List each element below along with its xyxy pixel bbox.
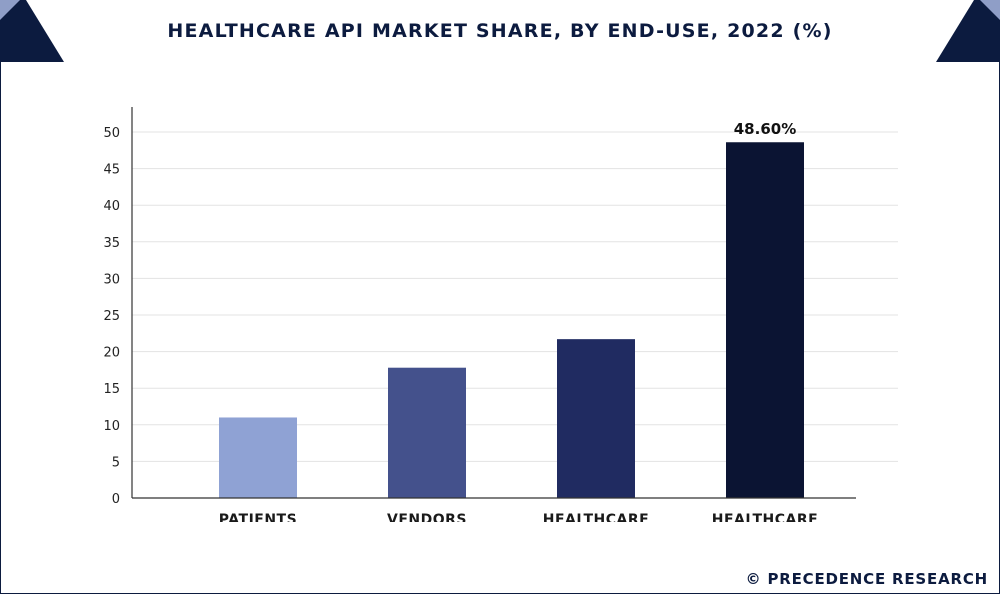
y-tick-label: 25 (103, 309, 120, 324)
header-banner: HEALTHCARE API MARKET SHARE, BY END-USE,… (0, 0, 1000, 62)
bar-chart: 0 5 10 15 20 25 30 35 40 45 50 PATIENTS VENDORS HEALT… (103, 107, 898, 522)
x-category-label: HEALTHCARE (543, 512, 649, 522)
bar-value-label: 48.60% (734, 120, 796, 138)
y-tick-label: 40 (103, 199, 120, 214)
bars (219, 142, 804, 499)
y-tick-label: 35 (103, 236, 120, 251)
bar (557, 339, 635, 498)
y-tick-label: 20 (103, 346, 120, 361)
bar (388, 367, 466, 498)
y-tick-label: 10 (103, 419, 120, 434)
y-tick-label: 15 (103, 382, 120, 397)
y-tick-label: 30 (103, 272, 120, 287)
header-title-panel (26, 0, 974, 62)
x-category-label: PATIENTS (219, 512, 297, 522)
bar (726, 142, 804, 499)
chart-title: HEALTHCARE API MARKET SHARE, BY END-USE,… (167, 20, 833, 42)
source-credit: © PRECEDENCE RESEARCH (745, 570, 988, 588)
y-tick-label: 0 (112, 492, 120, 507)
header-panel (0, 0, 1000, 62)
y-tick-label: 45 (103, 163, 120, 178)
axes (131, 107, 856, 499)
bar (219, 417, 297, 498)
header-corner-right-light (980, 0, 1000, 20)
header-corner-left-light (0, 0, 20, 20)
y-tick-label: 50 (103, 126, 120, 141)
labels: 0 5 10 15 20 25 30 35 40 45 50 PATIENTS VENDORS HEALT… (103, 120, 818, 522)
x-category-label: HEALTHCARE (712, 512, 818, 522)
x-category-label: VENDORS (387, 512, 467, 522)
y-tick-label: 5 (112, 455, 120, 470)
